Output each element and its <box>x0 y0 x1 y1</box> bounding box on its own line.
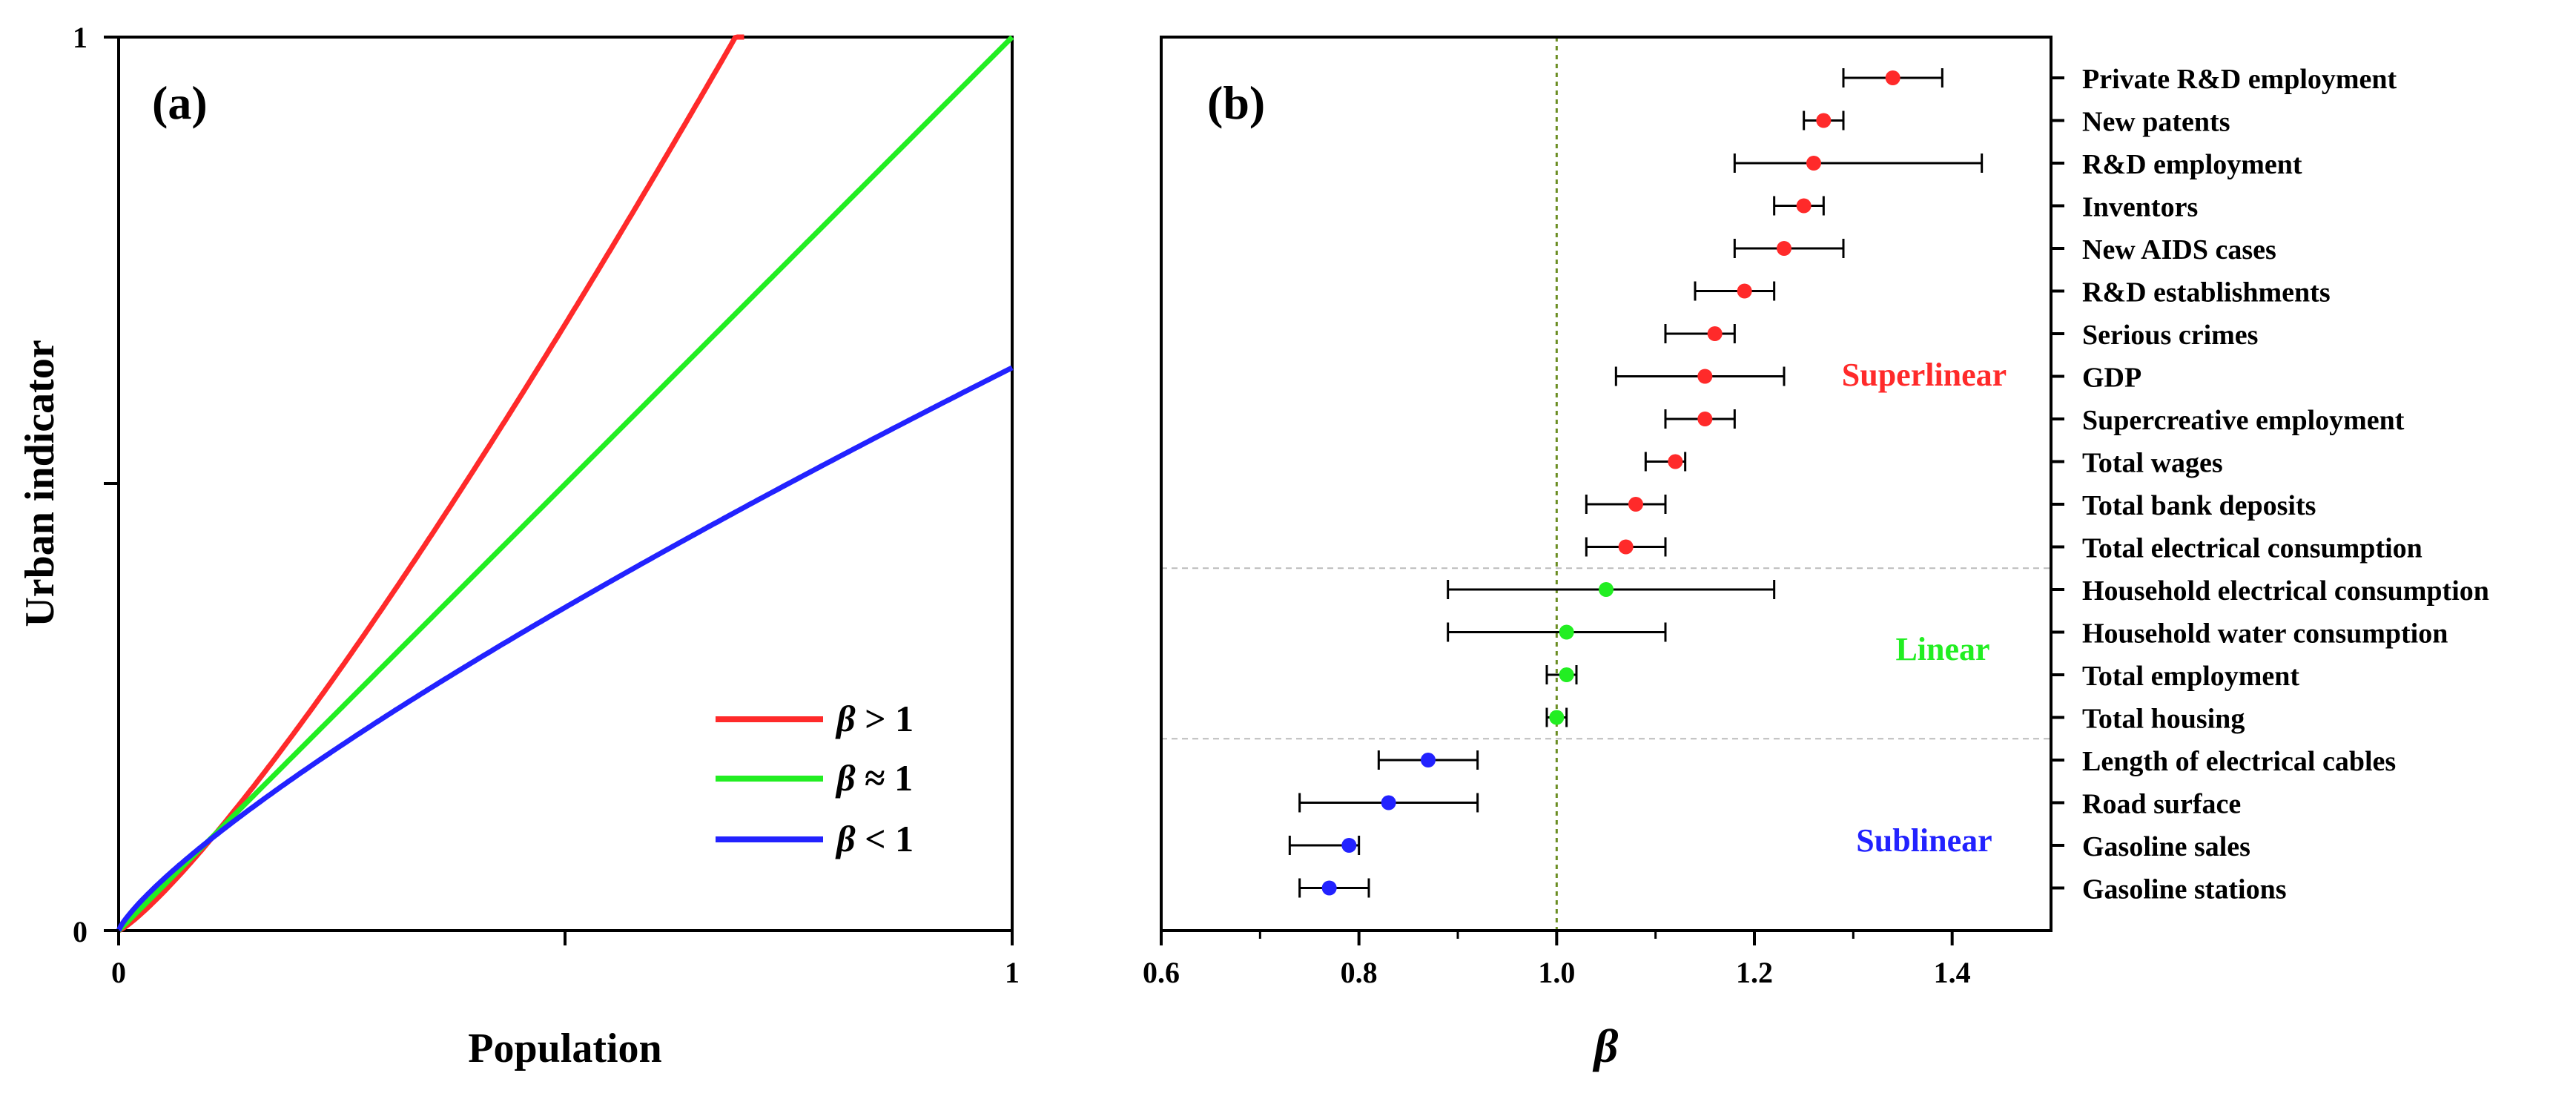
point-superlinear <box>1697 369 1713 384</box>
category-label: Gasoline sales <box>2082 831 2250 862</box>
x-tick-label: 0.6 <box>1143 956 1180 989</box>
a-x-tick-label-0: 0 <box>111 956 126 989</box>
legend-text-linear: β ≈ 1 <box>835 757 913 799</box>
panel-b: 0.6 0.8 1.0 1.2 1.4 Private R&D employment Ne… <box>1143 36 2489 1072</box>
point-linear <box>1559 667 1574 682</box>
point-superlinear <box>1707 326 1723 341</box>
point-superlinear <box>1885 70 1900 85</box>
legend-text-superlinear: β > 1 <box>835 698 914 739</box>
group-label-linear: Linear <box>1895 631 1989 667</box>
b-panel-label: (b) <box>1207 76 1265 129</box>
panel-b-points <box>1288 68 1984 898</box>
a-legend: β > 1 β ≈ 1 β < 1 <box>716 698 914 859</box>
point-superlinear <box>1618 539 1634 555</box>
category-label: Road surface <box>2082 789 2241 820</box>
point-superlinear <box>1796 198 1812 214</box>
x-tick-label: 1.0 <box>1538 956 1575 989</box>
category-label: R&D establishments <box>2082 277 2331 308</box>
a-y-axis-title: Urban indicator <box>17 340 63 627</box>
point-linear <box>1549 710 1565 725</box>
point-linear <box>1559 624 1574 640</box>
point-superlinear <box>1816 113 1832 128</box>
category-label: Total housing <box>2082 704 2245 735</box>
legend-relation-superlinear: > 1 <box>856 698 914 739</box>
category-label: R&D employment <box>2082 149 2302 180</box>
category-label: Total electrical consumption <box>2082 533 2423 564</box>
a-x-axis-title: Population <box>468 1026 661 1071</box>
point-superlinear <box>1697 412 1713 426</box>
category-label: New AIDS cases <box>2082 234 2276 265</box>
point-superlinear <box>1777 241 1791 256</box>
legend-beta-sublinear: β <box>835 818 856 859</box>
category-label: Length of electrical cables <box>2082 746 2396 777</box>
category-label: Total wages <box>2082 448 2223 479</box>
category-label: Household electrical consumption <box>2082 575 2489 607</box>
point-superlinear <box>1668 454 1683 469</box>
category-label: Total bank deposits <box>2082 490 2316 521</box>
point-superlinear <box>1628 497 1643 512</box>
category-label: Supercreative employment <box>2082 405 2405 436</box>
x-tick-label: 1.4 <box>1934 956 1971 989</box>
legend-beta-superlinear: β <box>835 698 856 739</box>
category-label: Total employment <box>2082 661 2299 692</box>
category-label: Household water consumption <box>2082 618 2448 650</box>
category-label: Private R&D employment <box>2082 64 2397 95</box>
panel-b-band-dividers <box>1161 567 2051 740</box>
group-label-sublinear: Sublinear <box>1856 822 1992 859</box>
legend-relation-linear: ≈ 1 <box>856 757 913 799</box>
point-superlinear <box>1737 283 1752 299</box>
category-label: Inventors <box>2082 192 2198 223</box>
a-y-tick-label-1: 1 <box>73 21 87 54</box>
legend-relation-sublinear: < 1 <box>856 818 914 859</box>
legend-beta-linear: β <box>835 757 856 799</box>
panel-b-category-labels: Private R&D employment New patents R&D emp… <box>2082 64 2489 905</box>
b-x-axis-title: β <box>1593 1020 1619 1072</box>
panel-b-y-ticks <box>2051 76 2064 890</box>
panel-b-frame <box>1160 36 2052 932</box>
category-label: Serious crimes <box>2082 320 2258 351</box>
group-label-superlinear: Superlinear <box>1842 357 2007 393</box>
point-sublinear <box>1341 838 1357 853</box>
point-sublinear <box>1321 880 1337 896</box>
point-linear <box>1599 582 1614 597</box>
a-y-tick-label-0: 0 <box>73 915 87 948</box>
legend-text-sublinear: β < 1 <box>835 818 914 859</box>
x-tick-label: 1.2 <box>1736 956 1773 989</box>
point-sublinear <box>1381 795 1396 810</box>
curve-sublinear <box>116 365 1014 932</box>
curve-linear <box>116 35 1014 933</box>
category-label: Gasoline stations <box>2082 874 2287 905</box>
panel-a: 0 1 0 1 (a) Population Urban indicator β… <box>17 21 1020 1071</box>
category-label: New patents <box>2082 107 2230 138</box>
a-x-tick-label-1: 1 <box>1005 956 1020 989</box>
a-panel-label: (a) <box>152 76 208 129</box>
category-label: GDP <box>2082 363 2141 394</box>
panel-a-curves <box>116 34 1014 934</box>
curve-superlinear <box>117 34 744 934</box>
panel-b-x-ticks: 0.6 0.8 1.0 1.2 1.4 <box>1143 931 1971 989</box>
point-superlinear <box>1806 156 1821 171</box>
point-sublinear <box>1421 753 1436 767</box>
x-tick-label: 0.8 <box>1341 956 1378 989</box>
